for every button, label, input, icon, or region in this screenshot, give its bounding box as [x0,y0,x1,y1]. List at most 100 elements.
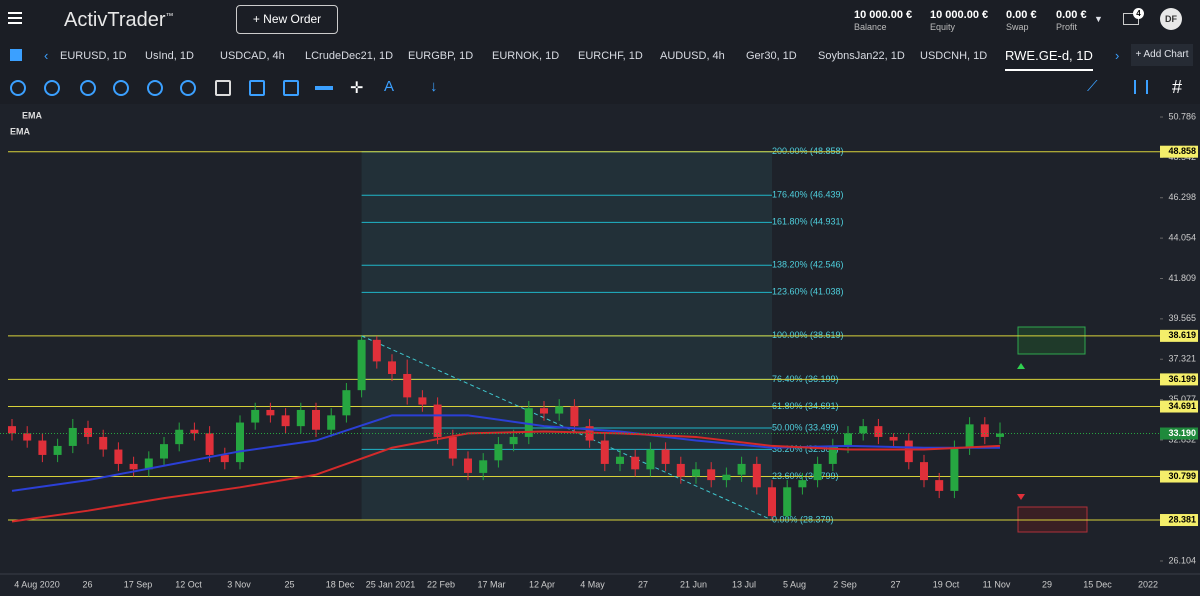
fib-label: 123.60% (41.038) [772,287,844,297]
candle-body [524,408,533,437]
candle-body [707,469,716,481]
tab[interactable]: EURGBP, 1D [408,50,474,62]
x-tick-label: 27 [890,579,900,589]
tool-icon[interactable] [113,80,129,96]
level-tag [1160,329,1198,342]
target-box [1017,326,1086,355]
level-label: 36.199 [1168,374,1196,384]
candle-body [540,408,548,414]
x-tick-label: 18 Dec [326,579,355,589]
tool-icon[interactable] [10,80,26,96]
level-tag [1160,470,1198,483]
x-tick-label: 21 Jun [680,579,707,589]
y-tick-label: 39.565 [1168,313,1196,323]
menu-icon[interactable] [8,12,22,14]
tool-icon[interactable] [180,80,196,96]
tab[interactable]: UsInd, 1D [145,50,194,62]
tab[interactable]: SoybnsJan22, 1D [818,50,905,62]
candle-body [950,447,959,491]
x-tick-label: 4 Aug 2020 [14,579,60,589]
level-label: 48.858 [1168,146,1196,156]
tab[interactable]: RWE.GE-d, 1D [1005,48,1093,71]
tool-icon[interactable] [249,80,265,96]
candle-body [722,474,731,481]
tool-icon[interactable] [315,86,333,90]
candle-body [23,433,32,441]
tab[interactable]: USDCNH, 1D [920,50,988,62]
down-arrow [1017,494,1025,500]
candle-body [737,463,746,475]
add-chart-button[interactable]: + Add Chart [1131,44,1193,66]
y-tick-label: 37.321 [1168,354,1196,364]
tab[interactable]: EURNOK, 1D [492,50,560,62]
x-tick-label: 19 Oct [933,579,960,589]
fib-label: 200.00% (48.858) [772,146,844,156]
tab[interactable]: Ger30, 1D [746,50,797,62]
x-tick-label: 15 Dec [1083,579,1112,589]
candle-body [859,426,868,434]
toolbar: ✛ A ↓ ⟋ # [0,72,1200,105]
ema-line [11,414,1000,492]
tab[interactable]: AUDUSD, 4h [660,50,725,62]
candle-body [920,462,928,481]
candle-body [980,424,989,437]
up-arrow [1017,363,1025,369]
candle-body [889,436,898,441]
stat-label: Swap [1006,22,1029,32]
tab[interactable]: LCrudeDec21, 1D [305,50,394,62]
candle-body [464,458,472,473]
layout-icon[interactable] [10,49,22,61]
level-tag [1160,145,1198,158]
level-tag [1160,514,1198,527]
tool-icon[interactable] [147,80,163,96]
candle-body [38,440,47,455]
text-tool-icon[interactable]: A [384,78,395,95]
stat-value: 0.00 € [1056,9,1087,21]
notification-badge: 4 [1133,8,1144,19]
tool-icon[interactable] [80,80,96,96]
candle-body [965,424,974,448]
crosshair-icon[interactable]: ✛ [350,80,364,97]
chart: EMA EMA 200.00% (48.858) 176.40% (46.439)… [0,104,1200,596]
x-tick-label: 2 Sep [833,579,857,589]
tab[interactable]: EURUSD, 1D [60,50,127,62]
x-tick-label: 26 [82,579,92,589]
tool-icon[interactable] [44,80,60,96]
candle-body [236,422,244,463]
profit-dropdown[interactable]: ▼ [1094,14,1103,24]
grid-icon[interactable]: # [1172,77,1183,97]
tool-icon[interactable] [215,80,231,96]
stat-value: 10 000.00 € [854,9,913,21]
candle-body [768,487,776,517]
next-tab[interactable]: › [1115,48,1120,63]
tab[interactable]: USDCAD, 4h [220,50,285,62]
x-tick-label: 17 Sep [124,579,153,589]
tab[interactable]: EURCHF, 1D [578,50,643,62]
candle-body [509,436,518,445]
candle-body [844,433,852,446]
fib-label: 161.80% (44.931) [772,217,844,227]
user-avatar[interactable]: DF [1160,8,1182,30]
tool-icon[interactable] [283,80,299,96]
mail-icon[interactable] [1123,13,1139,25]
candle-body [357,339,366,391]
new-order-button[interactable]: + New Order [236,5,338,34]
candle-body [813,463,822,481]
x-tick-label: 29 [1042,579,1052,589]
x-tick-label: 25 Jan 2021 [366,579,416,589]
header: ActivTrader™ + New Order 10 000.00 € Bala… [0,0,1200,41]
indicator-icon[interactable] [1134,80,1148,94]
candle-body [160,444,168,459]
prev-tab[interactable]: ‹ [44,48,49,63]
x-tick-label: 12 Apr [529,579,555,589]
candle-body [798,480,807,488]
download-icon[interactable]: ↓ [430,78,438,95]
x-tick-label: 27 [638,579,648,589]
candle-body [494,444,503,461]
candle-body [661,449,670,464]
candle-body [190,429,199,434]
chart-type-icon[interactable]: ⟋ [1087,78,1098,95]
candle-body [904,440,913,463]
x-tick-label: 3 Nov [227,579,251,589]
